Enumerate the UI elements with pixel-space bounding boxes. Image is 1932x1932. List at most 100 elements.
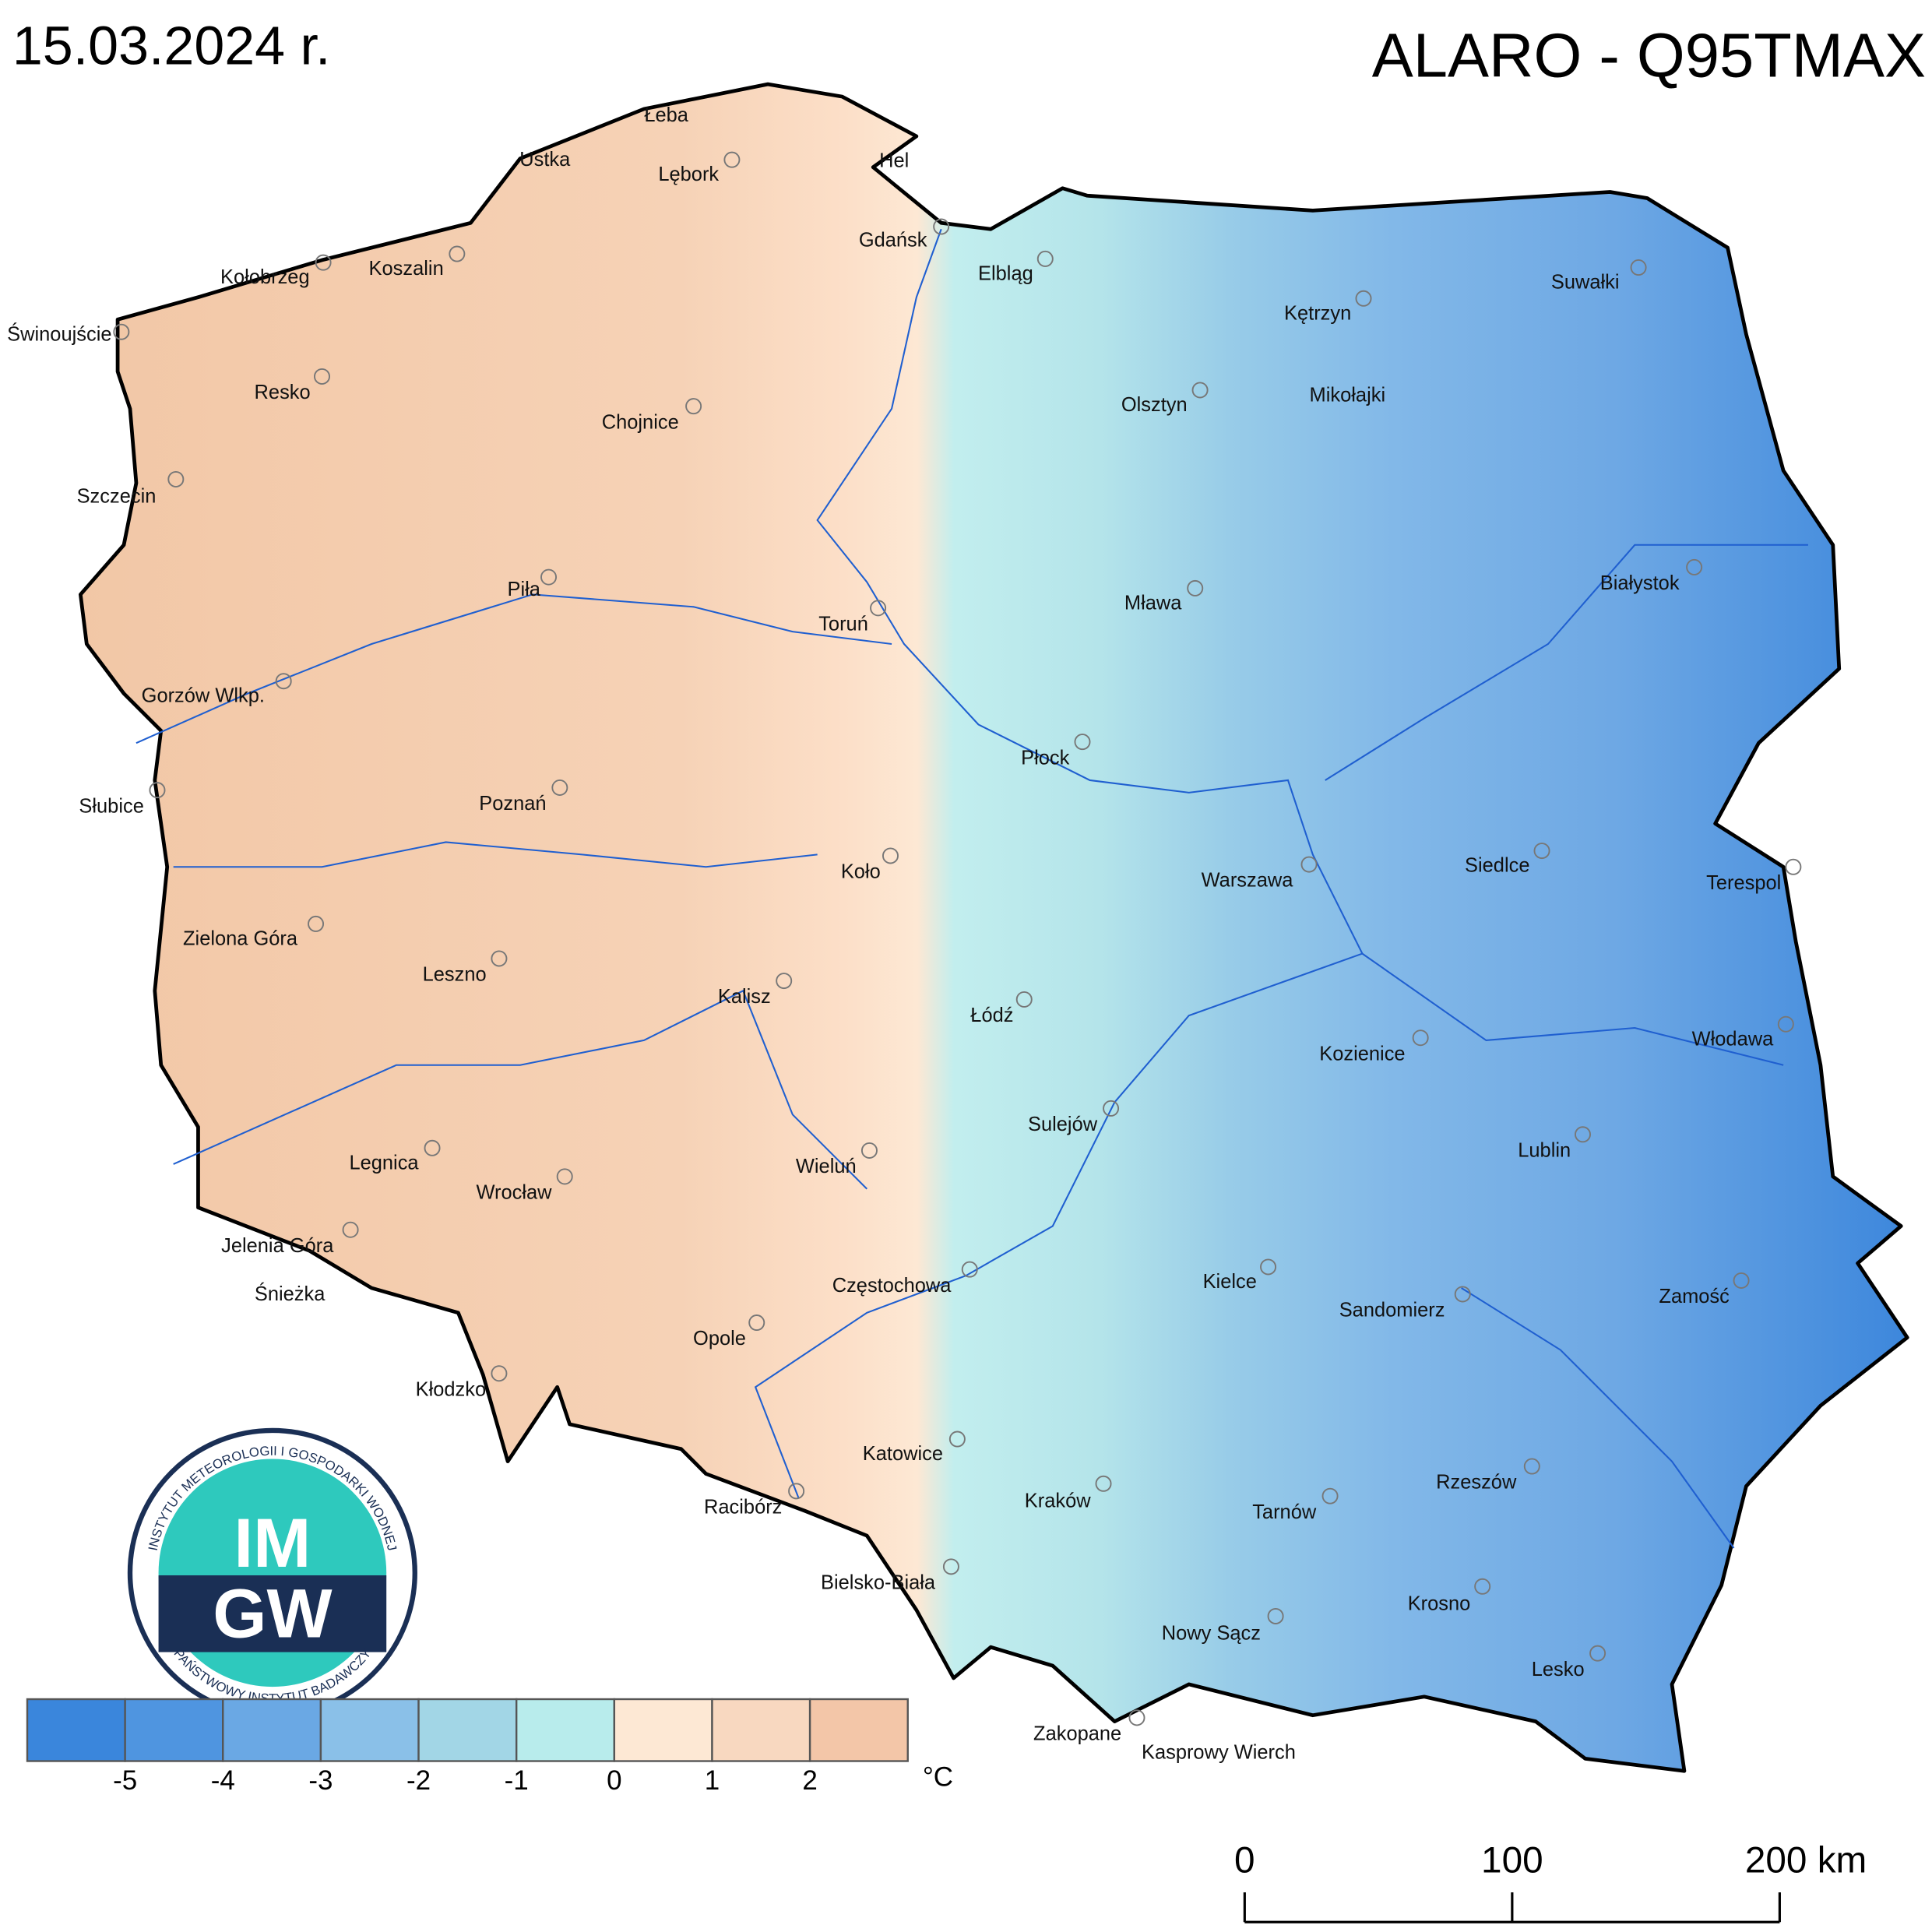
city-label: Hel [879,150,909,172]
city-marker [491,1365,508,1382]
city-marker [1454,1286,1471,1303]
city-marker [556,1168,573,1185]
city-label: Kraków [1025,1490,1091,1511]
legend-swatch [417,1698,518,1762]
scale-bar: 0 100 200 km [1234,1840,1867,1923]
legend-swatch [515,1698,616,1762]
city-marker [948,1431,966,1448]
city-label: Gorzów Wlkp. [142,685,265,707]
city-marker [1575,1126,1592,1143]
city-marker [1103,1100,1120,1117]
city-label: Włodawa [1692,1028,1774,1050]
city-marker [1533,843,1550,860]
city-label: Legnica [349,1152,419,1174]
city-label: Białystok [1600,572,1680,594]
city-marker [551,779,568,796]
logo-band [158,1575,387,1652]
legend-swatch [124,1698,224,1762]
scale-label: 0 [1234,1840,1255,1881]
city-marker [342,1221,359,1238]
city-label: Racibórz [704,1496,782,1518]
legend-swatch [319,1698,420,1762]
city-label: Lublin [1518,1139,1571,1161]
city-marker [1412,1029,1429,1047]
city-marker [1733,1272,1750,1289]
legend-tick-label: 0 [607,1765,621,1796]
city-label: Suwałki [1551,272,1620,294]
city-marker [314,368,330,385]
city-marker [1300,856,1318,873]
city-labels: Łeba Ustka Lębork Hel Gdańsk Elbląg Kołobrzeg K… [7,104,1802,1763]
city-label: Koszalin [369,258,444,280]
city-label: Nowy Sącz [1162,1623,1261,1645]
city-label: Kłodzko [416,1378,487,1400]
city-marker [1355,290,1372,307]
map-title: ALARO - Q95TMAX [1372,21,1926,90]
city-label: Warszawa [1202,870,1294,892]
city-label: Terespol [1706,872,1781,894]
city-marker [167,470,185,487]
city-marker [685,398,702,415]
city-label: Chojnice [602,411,679,433]
city-marker [1686,558,1703,575]
scale-label: 200 km [1745,1840,1867,1881]
city-label: Zakopane [1033,1723,1121,1744]
city-label: Koło [841,861,881,883]
city-label: Łeba [644,104,688,126]
city-marker [942,1558,959,1575]
city-marker [961,1261,978,1278]
city-marker [1589,1645,1606,1662]
logo-bottom: GW [213,1574,332,1652]
city-marker [491,950,508,967]
city-label: Kozienice [1319,1043,1405,1065]
legend-tick-label: -3 [308,1765,333,1796]
legend-tick-label: -1 [505,1765,529,1796]
city-marker [449,245,466,262]
city-label: Zielona Góra [183,927,298,949]
city-label: Elbląg [978,262,1033,284]
city-marker [1036,250,1054,267]
city-label: Kalisz [718,986,771,1008]
city-marker [748,1314,765,1332]
city-marker [933,218,950,235]
city-marker [149,782,166,799]
city-label: Zamość [1659,1286,1730,1307]
city-label: Śnieżka [255,1282,326,1305]
city-label: Kołobrzeg [220,266,310,288]
city-marker [1474,1578,1491,1595]
city-marker [788,1483,805,1500]
city-label: Gdańsk [859,229,927,251]
country-map [78,82,1909,1773]
scale-label: 100 [1481,1840,1543,1881]
city-marker [723,151,741,168]
city-marker [1630,259,1647,276]
city-label: Sulejów [1028,1114,1098,1135]
legend-tick-label: 2 [802,1765,817,1796]
city-label: Ustka [519,149,571,171]
city-marker [275,673,292,690]
city-marker [882,847,899,864]
city-marker [1095,1475,1112,1492]
legend-swatch [808,1698,909,1762]
city-label: Leszno [423,964,487,986]
legend: -5 -4 -3 -2 -1 0 1 2 °C [26,1698,953,1796]
city-label: Łódź [970,1005,1013,1026]
city-label: Lębork [658,164,719,185]
city-label: Mława [1124,592,1182,614]
city-label: Sandomierz [1339,1300,1445,1321]
city-label: Rzeszów [1436,1472,1517,1494]
city-marker [860,1142,878,1159]
city-label: Lesko [1532,1659,1585,1680]
legend-tick-label: -4 [211,1765,235,1796]
city-marker [1128,1709,1145,1726]
city-label: Tarnów [1252,1501,1317,1523]
city-label: Szczecin [77,486,157,508]
legend-unit: °C [923,1761,953,1792]
city-label: Siedlce [1465,855,1529,877]
city-label: Poznań [479,793,546,815]
city-label: Resko [255,382,311,403]
city-label: Olsztyn [1121,394,1188,416]
city-label: Krosno [1408,1593,1471,1615]
city-marker [315,254,332,271]
